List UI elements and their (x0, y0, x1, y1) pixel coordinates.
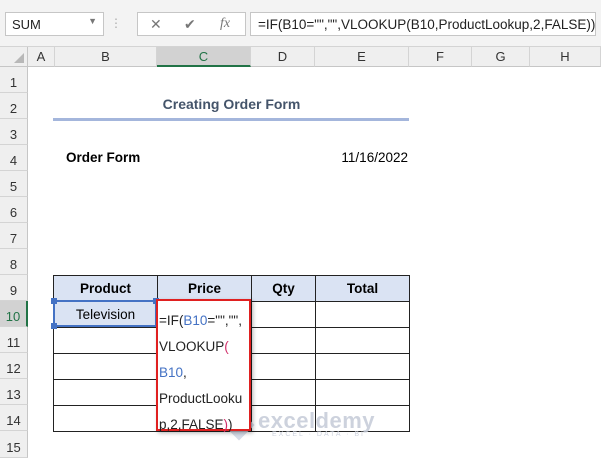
formula-token: , (183, 365, 187, 380)
formula-token: ) (228, 417, 233, 432)
row-header-10[interactable]: 10 (0, 301, 28, 327)
formula-line: B10, (159, 360, 249, 386)
formula-token: =IF( (159, 313, 184, 328)
column-header-f[interactable]: F (409, 47, 472, 67)
name-box-value: SUM (12, 17, 41, 32)
formula-line: p,2,FALSE)) (159, 412, 249, 438)
enter-icon[interactable]: ✔ (184, 16, 196, 32)
table-row (53, 353, 410, 380)
row-header-4[interactable]: 4 (0, 145, 28, 171)
insert-function-icon[interactable]: fx (220, 16, 231, 31)
formula-line: ProductLooku (159, 386, 249, 412)
formula-line: VLOOKUP( (159, 334, 249, 360)
select-all-button[interactable] (0, 47, 28, 67)
column-header-b[interactable]: B (55, 47, 157, 67)
header-product[interactable]: Product (53, 275, 158, 302)
row-header-13[interactable]: 13 (0, 379, 28, 405)
cell[interactable] (315, 379, 410, 406)
order-date[interactable]: 11/16/2022 (341, 150, 408, 165)
cell-b10[interactable]: Television (53, 301, 158, 328)
column-header-e[interactable]: E (315, 47, 409, 67)
row-header-8[interactable]: 8 (0, 249, 28, 275)
formula-token: ="","", (207, 313, 242, 328)
formula-ref: B10 (159, 365, 184, 380)
formula-paren: ( (224, 339, 229, 354)
watermark-logo: exceldemy EXCEL · DATA · BI (223, 408, 376, 441)
row-header-9[interactable]: 9 (0, 275, 28, 301)
table-header-row: Product Price Qty Total (53, 275, 410, 302)
cell[interactable] (315, 353, 410, 380)
cell[interactable] (315, 405, 410, 432)
row-header-5[interactable]: 5 (0, 171, 28, 197)
row-header-11[interactable]: 11 (0, 327, 28, 353)
header-total[interactable]: Total (315, 275, 410, 302)
formula-ref: B10 (183, 313, 208, 328)
cell[interactable] (53, 353, 158, 380)
row-header-2[interactable]: 2 (0, 93, 28, 119)
sheet-title: Creating Order Form (162, 96, 301, 112)
header-qty[interactable]: Qty (251, 275, 316, 302)
cell[interactable] (315, 327, 410, 354)
title-underline (53, 118, 409, 121)
name-box[interactable]: SUM ▼ (5, 12, 104, 36)
column-header-a[interactable]: A (28, 47, 55, 67)
cell[interactable] (251, 301, 316, 328)
column-header-g[interactable]: G (472, 47, 530, 67)
formula-buttons: ✕ ✔ fx (137, 12, 246, 36)
order-form-label: Order Form (66, 150, 141, 165)
watermark-name: exceldemy (258, 408, 376, 433)
row-header-15[interactable]: 15 (0, 431, 28, 458)
drag-handle-icon[interactable]: ⋮ (110, 16, 122, 30)
cancel-icon[interactable]: ✕ (150, 16, 162, 32)
formula-input[interactable]: =IF(B10="","",VLOOKUP(B10,ProductLookup,… (250, 12, 596, 36)
column-header-d[interactable]: D (251, 47, 315, 67)
cell-c10-edit-box[interactable]: =IF(B10="","", VLOOKUP( B10, ProductLook… (156, 299, 251, 432)
formula-token: ProductLooku (159, 391, 243, 406)
formula-token: VLOOKUP (159, 339, 225, 354)
resize-handle[interactable] (51, 298, 57, 304)
formula-token: p,2,FALSE (159, 417, 224, 432)
reference-highlight-b10 (51, 298, 159, 329)
cell[interactable] (53, 327, 158, 354)
cell[interactable] (53, 379, 158, 406)
resize-handle[interactable] (51, 323, 57, 329)
header-price[interactable]: Price (157, 275, 252, 302)
row-header-1[interactable]: 1 (0, 67, 28, 93)
cell[interactable] (53, 405, 158, 432)
cell[interactable] (251, 327, 316, 354)
watermark-tagline: EXCEL · DATA · BI (272, 431, 365, 438)
column-header-h[interactable]: H (530, 47, 601, 67)
chevron-down-icon[interactable]: ▼ (88, 16, 97, 26)
formula-paren: ) (223, 417, 229, 432)
formula-line: =IF(B10="","", (159, 308, 249, 334)
row-header-14[interactable]: 14 (0, 405, 28, 431)
row-header-12[interactable]: 12 (0, 353, 28, 379)
row-header-7[interactable]: 7 (0, 223, 28, 249)
cell[interactable] (315, 301, 410, 328)
cell[interactable] (251, 379, 316, 406)
row-header-3[interactable]: 3 (0, 119, 28, 145)
column-header-c[interactable]: C (157, 47, 251, 67)
cell[interactable] (251, 353, 316, 380)
row-header-6[interactable]: 6 (0, 197, 28, 223)
